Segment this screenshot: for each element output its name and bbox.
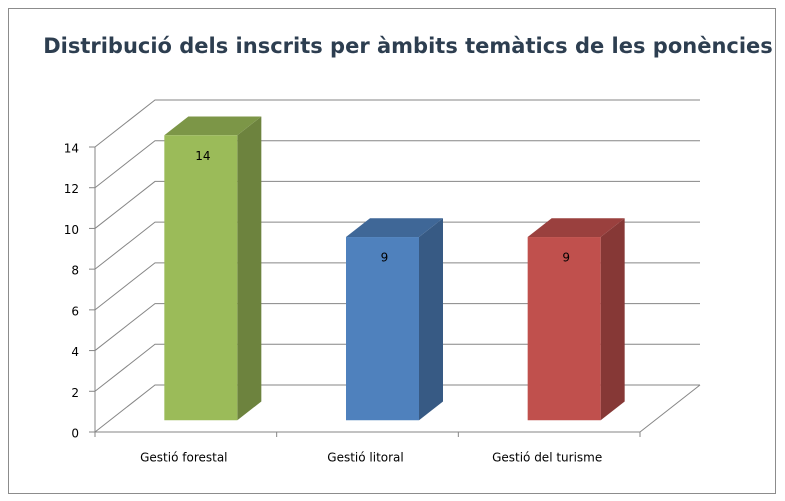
bar (346, 237, 419, 421)
x-tick-label: Gestió litoral (327, 451, 403, 465)
floor-edge (639, 384, 701, 433)
data-label: 9 (381, 251, 389, 265)
y-tick-label: 6 (71, 304, 79, 318)
bar-top (527, 218, 625, 238)
y-tick-label: 0 (71, 427, 79, 441)
grid-line (94, 262, 700, 311)
grid-line (94, 221, 700, 270)
grid-line (94, 140, 700, 189)
y-tick-label: 12 (64, 182, 79, 196)
grid-line (94, 343, 700, 392)
bar (164, 135, 238, 421)
y-tick-label: 8 (71, 264, 79, 278)
y-tick-label: 2 (71, 386, 79, 400)
bar (527, 237, 601, 421)
y-tick-label: 4 (71, 345, 79, 359)
bar-top (164, 116, 262, 136)
bar-top (346, 218, 443, 238)
bar-side (600, 218, 625, 421)
bar-side (419, 218, 443, 421)
x-tick-label: Gestió del turisme (492, 451, 602, 465)
grid-line (94, 180, 700, 229)
x-tick-label: Gestió forestal (140, 451, 227, 465)
grid-line (94, 99, 700, 148)
data-label: 9 (562, 251, 570, 265)
grid-line (94, 384, 700, 433)
grid-line (94, 303, 700, 351)
data-label: 14 (195, 149, 210, 163)
y-tick-label: 14 (64, 142, 79, 156)
y-tick-label: 10 (64, 223, 79, 237)
chart-title: Distribució dels inscrits per àmbits tem… (43, 34, 773, 58)
bar-side (237, 116, 262, 421)
